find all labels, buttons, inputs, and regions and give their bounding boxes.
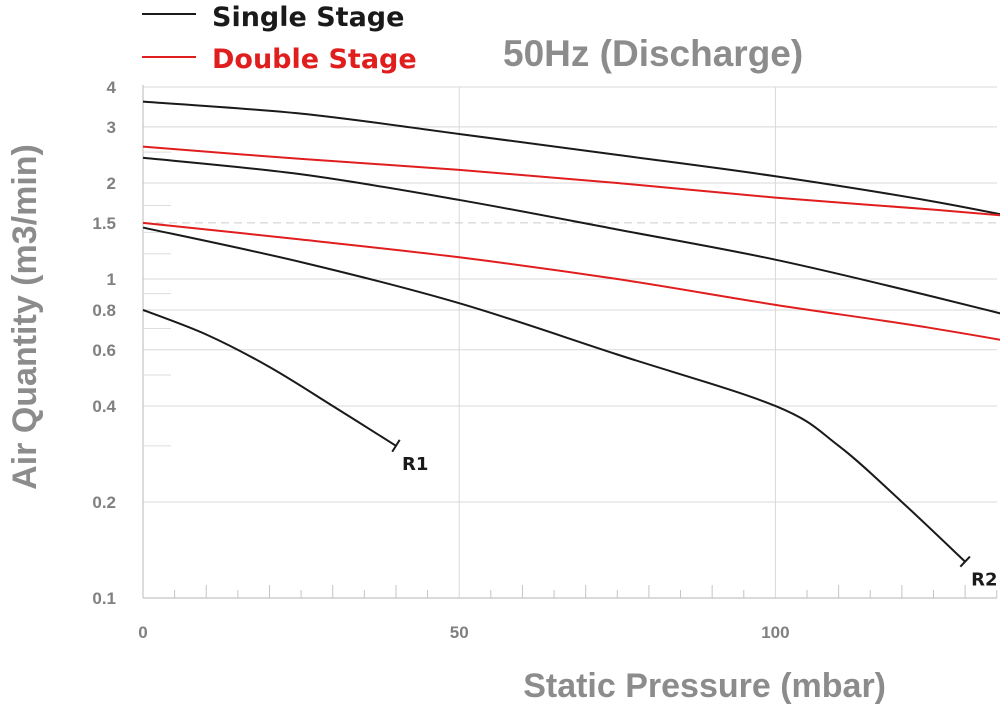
curve-r8: [142, 100, 1000, 216]
curve-r1: [142, 309, 397, 447]
curve-r10: [142, 221, 1000, 341]
curve-end-marker-r1: [391, 439, 401, 453]
y-tick-label-1: 1: [107, 270, 116, 289]
x-tick-label-100: 100: [761, 623, 789, 642]
y-tick-label-0_4: 0.4: [92, 397, 116, 416]
y-tick-label-2: 2: [107, 174, 116, 193]
y-tick-label-4: 4: [107, 78, 117, 97]
chart-title: 50Hz (Discharge): [503, 33, 803, 74]
curve-labels: R1R2R4R6R8R10R11: [402, 454, 998, 591]
curve-r4: [142, 156, 1000, 315]
y-tick-label-0_8: 0.8: [92, 301, 116, 320]
curve-label-r1: R1: [402, 454, 428, 475]
y-axis-title: Air Quantity (m3/min): [6, 144, 44, 490]
curves: [142, 100, 1000, 568]
curve-label-r2: R2: [971, 570, 997, 591]
y-tick-label-0_1: 0.1: [92, 589, 116, 608]
y-tick-label-0_6: 0.6: [92, 341, 116, 360]
x-tick-label-0: 0: [138, 623, 147, 642]
x-tick-label-50: 50: [450, 623, 469, 642]
axes: [142, 85, 998, 599]
curve-r2: [142, 226, 966, 563]
y-tick-label-3: 3: [107, 118, 116, 137]
legend: Single Stage Double Stage: [142, 2, 417, 75]
y-tick-label-1_5: 1.5: [92, 214, 116, 233]
legend-label-single-stage: Single Stage: [212, 2, 404, 33]
y-tick-label-0_2: 0.2: [92, 493, 116, 512]
x-axis-title: Static Pressure (mbar): [523, 667, 886, 705]
grid: [143, 86, 997, 599]
legend-label-double-stage: Double Stage: [212, 44, 417, 75]
curve-end-marker-r2: [959, 555, 971, 568]
curve-r11: [142, 145, 1000, 217]
